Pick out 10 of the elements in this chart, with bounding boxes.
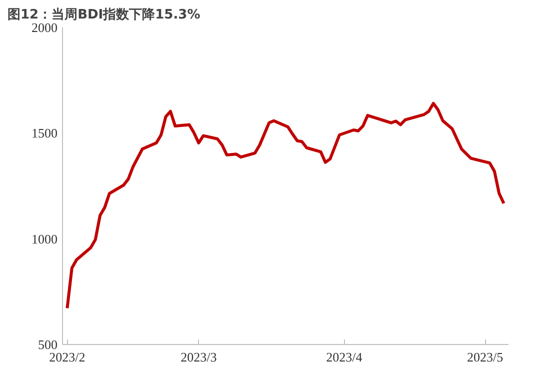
x-tick-label: 2023/5 (466, 350, 504, 364)
y-tick-label: 2000 (32, 20, 58, 35)
x-tick-label: 2023/4 (326, 350, 363, 364)
y-tick-label: 500 (38, 337, 58, 352)
x-tick-label: 2023/2 (49, 350, 86, 364)
chart-title: 图12：当周BDI指数下降15.3% (8, 8, 200, 22)
y-tick-label: 1500 (32, 126, 58, 141)
x-tick-label: 2023/3 (180, 350, 217, 364)
y-tick-label: 1000 (32, 231, 58, 246)
line-series (66, 102, 506, 310)
